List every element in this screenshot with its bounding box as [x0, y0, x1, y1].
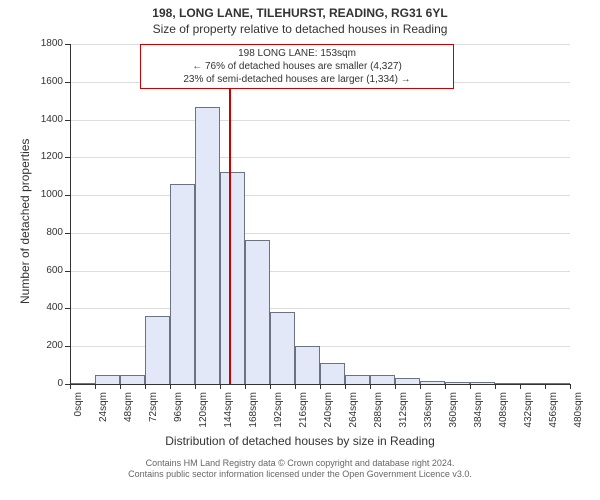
x-tick-label: 192sqm [273, 392, 284, 432]
x-tick-label: 408sqm [498, 392, 509, 432]
y-axis-label: Number of detached properties [18, 139, 32, 304]
x-tick-label: 360sqm [448, 392, 459, 432]
chart-title-line2: Size of property relative to detached ho… [0, 22, 600, 36]
x-tick-label: 480sqm [573, 392, 584, 432]
y-tick-label: 800 [25, 227, 63, 238]
x-tick-label: 432sqm [523, 392, 534, 432]
y-tick-label: 600 [25, 265, 63, 276]
gridline [70, 120, 570, 121]
gridline [70, 195, 570, 196]
histogram-bar [145, 316, 170, 384]
histogram-bar [120, 375, 145, 384]
histogram-bar [220, 172, 245, 384]
histogram-bar [345, 375, 370, 384]
info-line2: ← 76% of detached houses are smaller (4,… [147, 60, 447, 73]
x-tick-label: 120sqm [198, 392, 209, 432]
x-tick-label: 168sqm [248, 392, 259, 432]
gridline [70, 308, 570, 309]
x-tick-label: 456sqm [548, 392, 559, 432]
histogram-bar [295, 346, 320, 384]
y-label-text: Number of detached properties [18, 139, 32, 304]
gridline [70, 157, 570, 158]
x-tick-label: 144sqm [223, 392, 234, 432]
x-tick-label: 288sqm [373, 392, 384, 432]
x-tick-label: 216sqm [298, 392, 309, 432]
histogram-bar [195, 107, 220, 384]
histogram-bar [170, 184, 195, 384]
x-tick-label: 312sqm [398, 392, 409, 432]
y-tick-label: 1200 [25, 151, 63, 162]
x-tick-label: 0sqm [73, 392, 84, 432]
histogram-bar [320, 363, 345, 384]
title-text-1: 198, LONG LANE, TILEHURST, READING, RG31… [152, 6, 447, 20]
y-tick-label: 400 [25, 302, 63, 313]
info-line3: 23% of semi-detached houses are larger (… [147, 73, 447, 86]
footer-attribution: Contains HM Land Registry data © Crown c… [0, 458, 600, 480]
title-text-2: Size of property relative to detached ho… [153, 22, 448, 36]
histogram-bar [270, 312, 295, 384]
info-box: 198 LONG LANE: 153sqm ← 76% of detached … [140, 44, 454, 89]
gridline [70, 233, 570, 234]
y-tick-label: 1800 [25, 38, 63, 49]
x-tick-label: 336sqm [423, 392, 434, 432]
x-tick-label: 48sqm [123, 392, 134, 432]
plot-area [70, 44, 570, 384]
property-size-chart: 198, LONG LANE, TILEHURST, READING, RG31… [0, 0, 600, 500]
x-axis [70, 384, 570, 385]
x-label-text: Distribution of detached houses by size … [165, 434, 435, 448]
info-line1: 198 LONG LANE: 153sqm [147, 47, 447, 60]
y-tick-label: 0 [25, 378, 63, 389]
x-tick [570, 384, 571, 389]
x-tick-label: 72sqm [148, 392, 159, 432]
y-tick-label: 1000 [25, 189, 63, 200]
y-tick-label: 1600 [25, 76, 63, 87]
histogram-bar [95, 375, 120, 384]
x-tick-label: 264sqm [348, 392, 359, 432]
y-axis [70, 44, 71, 384]
x-tick-label: 240sqm [323, 392, 334, 432]
histogram-bar [370, 375, 395, 384]
chart-title-line1: 198, LONG LANE, TILEHURST, READING, RG31… [0, 6, 600, 20]
gridline [70, 271, 570, 272]
reference-line [229, 44, 231, 384]
footer-line2: Contains public sector information licen… [0, 469, 600, 480]
y-tick-label: 1400 [25, 114, 63, 125]
x-tick-label: 384sqm [473, 392, 484, 432]
footer-line1: Contains HM Land Registry data © Crown c… [0, 458, 600, 469]
x-tick-label: 24sqm [98, 392, 109, 432]
x-axis-label: Distribution of detached houses by size … [0, 434, 600, 448]
y-tick-label: 200 [25, 340, 63, 351]
x-tick-label: 96sqm [173, 392, 184, 432]
histogram-bar [245, 240, 270, 384]
